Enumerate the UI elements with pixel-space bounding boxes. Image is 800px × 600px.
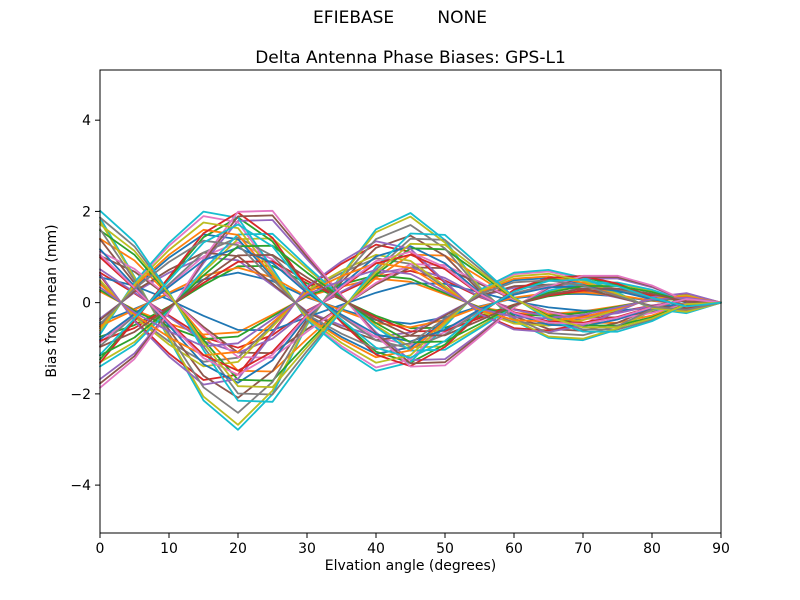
series-line-48 <box>99 223 722 389</box>
series-line-45 <box>99 253 722 348</box>
x-tick-label: 0 <box>96 541 105 557</box>
series-line-49 <box>99 223 722 359</box>
axes-frame <box>99 69 722 534</box>
x-tick-label: 70 <box>574 541 592 557</box>
x-axis-label: Elvation angle (degrees) <box>324 558 497 574</box>
series-line-38 <box>99 221 722 364</box>
x-tick-label: 60 <box>505 541 523 557</box>
x-tick-label: 50 <box>436 541 454 557</box>
y-tick-label: 2 <box>82 204 91 220</box>
y-tick-label: 4 <box>82 113 91 129</box>
series-line-30 <box>99 245 722 384</box>
chart-title: Delta Antenna Phase Biases: GPS-L1 <box>255 48 566 68</box>
x-tick-label: 30 <box>298 541 316 557</box>
y-tick-label: −2 <box>70 387 91 403</box>
series-group <box>99 209 722 431</box>
x-tick-label: 90 <box>712 541 730 557</box>
series-line-18 <box>99 215 722 426</box>
series-line-28 <box>99 253 722 368</box>
series-line-46 <box>99 250 722 376</box>
series-line-44 <box>99 268 722 348</box>
figure-suptitle: EFIEBASE NONE <box>313 8 487 28</box>
x-tick-label: 20 <box>229 541 247 557</box>
x-tick-label: 10 <box>160 541 178 557</box>
series-line-47 <box>99 239 722 351</box>
y-tick-label: −4 <box>70 478 91 494</box>
series-line-37 <box>99 224 722 414</box>
series-line-36 <box>99 209 722 389</box>
series-line-15 <box>99 234 722 399</box>
y-tick-label: 0 <box>82 296 91 312</box>
x-tick-label: 80 <box>643 541 661 557</box>
series-line-39 <box>99 209 722 403</box>
x-tick-label: 40 <box>367 541 385 557</box>
series-line-20 <box>99 276 722 332</box>
series-line-34 <box>99 240 722 386</box>
